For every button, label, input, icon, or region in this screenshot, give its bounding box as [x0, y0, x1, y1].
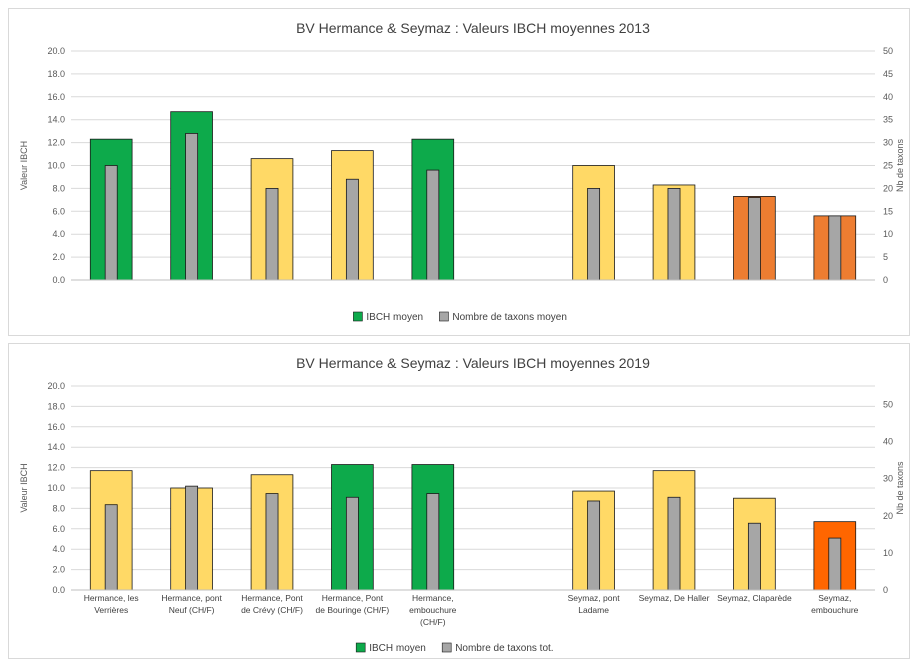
y2-tick-label: 35: [883, 115, 893, 125]
legend-label: IBCH moyen: [366, 312, 423, 323]
chart-panel-2019: BV Hermance & Seymaz : Valeurs IBCH moye…: [8, 343, 910, 659]
chart-title: BV Hermance & Seymaz : Valeurs IBCH moye…: [296, 355, 650, 371]
y2-tick-label: 15: [883, 206, 893, 216]
taxa-bar: [104, 165, 118, 281]
y-tick-label: 14.0: [47, 115, 65, 125]
chart-2013: BV Hermance & Seymaz : Valeurs IBCH moye…: [19, 20, 905, 323]
taxa-bar: [426, 169, 440, 281]
y-tick-label: 14.0: [47, 442, 65, 452]
y-axis-title: Valeur IBCH: [19, 463, 29, 512]
y2-tick-label: 20: [883, 511, 893, 521]
y-tick-label: 10.0: [47, 161, 65, 171]
y-tick-label: 4.0: [52, 229, 65, 239]
legend-label: IBCH moyen: [369, 643, 426, 654]
y-tick-label: 20.0: [47, 46, 65, 56]
taxa-bar: [667, 496, 681, 591]
category-label: Neuf (CH/F): [169, 605, 215, 615]
chart-title: BV Hermance & Seymaz : Valeurs IBCH moye…: [296, 20, 650, 36]
y2-tick-label: 25: [883, 161, 893, 171]
y-tick-label: 10.0: [47, 483, 65, 493]
legend: IBCH moyen Nombre de taxons tot.: [355, 642, 554, 654]
legend-label: Nombre de taxons tot.: [455, 643, 553, 654]
y2-tick-label: 50: [883, 46, 893, 56]
y2-tick-label: 0: [883, 585, 888, 595]
y-tick-label: 6.0: [52, 206, 65, 216]
y2-tick-label: 10: [883, 229, 893, 239]
category-label: de Bouringe (CH/F): [316, 605, 390, 615]
category-label: Hermance,: [412, 593, 454, 603]
taxa-bar: [747, 522, 761, 591]
category-label: Hermance, pont: [161, 593, 222, 603]
y-tick-label: 12.0: [47, 463, 65, 473]
taxa-bar: [185, 485, 199, 591]
y2-axis-title: Nb de taxons: [895, 461, 905, 515]
taxa-bar: [747, 197, 761, 281]
taxa-bar: [265, 493, 279, 591]
category-label: Hermance, Pont: [241, 593, 303, 603]
y-tick-label: 4.0: [52, 544, 65, 554]
category-label: (CH/F): [420, 617, 446, 627]
y-tick-label: 2.0: [52, 565, 65, 575]
category-label: Hermance, Pont: [322, 593, 384, 603]
y2-tick-label: 20: [883, 183, 893, 193]
taxa-bar: [587, 187, 601, 281]
y-tick-label: 12.0: [47, 138, 65, 148]
legend-swatch: [355, 642, 366, 653]
y2-tick-label: 5: [883, 252, 888, 262]
y2-tick-label: 40: [883, 92, 893, 102]
category-label: Seymaz, pont: [568, 593, 621, 603]
y2-tick-label: 45: [883, 69, 893, 79]
chart-2019: BV Hermance & Seymaz : Valeurs IBCH moye…: [19, 355, 905, 654]
y-tick-label: 8.0: [52, 183, 65, 193]
y-tick-label: 6.0: [52, 524, 65, 534]
category-label: Seymaz,: [818, 593, 851, 603]
y2-axis-title: Nb de taxons: [895, 138, 905, 192]
legend-swatch: [439, 311, 449, 322]
category-label: embouchure: [811, 605, 859, 615]
legend-swatch: [353, 311, 363, 322]
y2-tick-label: 30: [883, 138, 893, 148]
category-label: embouchure: [409, 605, 457, 615]
taxa-bar: [265, 187, 279, 281]
category-label: de Crévy (CH/F): [241, 605, 303, 615]
y-tick-label: 0.0: [52, 275, 65, 285]
y2-tick-label: 50: [883, 400, 893, 410]
category-label: Ladame: [578, 605, 609, 615]
y-tick-label: 16.0: [47, 92, 65, 102]
y-tick-label: 20.0: [47, 381, 65, 391]
taxa-bar: [667, 187, 681, 281]
y2-tick-label: 30: [883, 474, 893, 484]
taxa-bar: [828, 537, 842, 591]
taxa-bar: [345, 496, 359, 591]
y-tick-label: 2.0: [52, 252, 65, 262]
y2-tick-label: 10: [883, 548, 893, 558]
category-label: Verrières: [94, 605, 128, 615]
y-axis-title: Valeur IBCH: [19, 141, 29, 190]
taxa-bar: [426, 493, 440, 591]
taxa-bar: [185, 133, 199, 281]
y-tick-label: 18.0: [47, 401, 65, 411]
chart-panel-2013: BV Hermance & Seymaz : Valeurs IBCH moye…: [8, 8, 910, 336]
category-label: Seymaz, Claparède: [717, 593, 792, 603]
y2-tick-label: 0: [883, 275, 888, 285]
taxa-bar: [104, 504, 118, 591]
legend-swatch: [441, 642, 452, 653]
category-label: Hermance, les: [84, 593, 139, 603]
taxa-bar: [587, 500, 601, 591]
legend: IBCH moyen Nombre de taxons moyen: [353, 311, 567, 323]
category-label: Seymaz, De Haller: [639, 593, 710, 603]
y-tick-label: 16.0: [47, 422, 65, 432]
y-tick-label: 18.0: [47, 69, 65, 79]
taxa-bar: [828, 215, 842, 281]
y2-tick-label: 40: [883, 437, 893, 447]
legend-label: Nombre de taxons moyen: [452, 312, 567, 323]
y-tick-label: 0.0: [52, 585, 65, 595]
taxa-bar: [345, 178, 359, 281]
y-tick-label: 8.0: [52, 503, 65, 513]
